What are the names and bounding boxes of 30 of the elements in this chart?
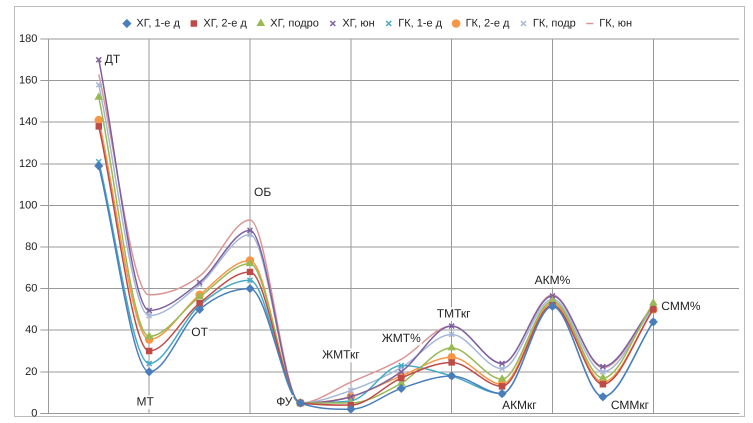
legend-label: ГК, 1-е д [398, 18, 443, 30]
annotation: ОТ [191, 325, 209, 340]
annotation: ФУ [276, 394, 293, 408]
annotation: СММкг [610, 398, 650, 412]
annotation: ЖМТ% [382, 330, 422, 345]
annotation: АКМкг [502, 398, 538, 412]
annotation: ДТ [104, 52, 121, 66]
y-tick-label: 160 [18, 74, 38, 87]
annotation: ЖМТкг [322, 348, 360, 362]
annotation: ТМТкг [436, 306, 472, 320]
legend-label: ХГ, юн [342, 18, 375, 30]
legend-label: ХГ, 2-е д [203, 18, 248, 30]
y-tick-label: 100 [18, 199, 38, 212]
legend-label: ГК, юн [599, 18, 632, 30]
y-tick-label: 40 [25, 324, 38, 336]
annotation: МТ [136, 394, 155, 408]
annotation: АКМ% [534, 272, 571, 287]
y-tick-label: 0 [31, 407, 38, 420]
y-tick-label: 120 [18, 158, 38, 170]
y-tick-label: 60 [25, 282, 38, 295]
y-tick-label: 140 [18, 116, 38, 128]
y-tick-label: 80 [25, 241, 38, 254]
annotation: СММ% [661, 299, 701, 314]
legend-label: ХГ, 1-е д [136, 18, 180, 30]
legend-label: ХГ, подро [270, 18, 319, 30]
annotation: ОБ [254, 184, 272, 199]
y-tick-label: 180 [18, 33, 38, 46]
y-tick-label: 20 [25, 366, 38, 378]
legend-label: ГК, подр [532, 18, 576, 30]
legend-label: ГК, 2-е д [466, 18, 510, 30]
